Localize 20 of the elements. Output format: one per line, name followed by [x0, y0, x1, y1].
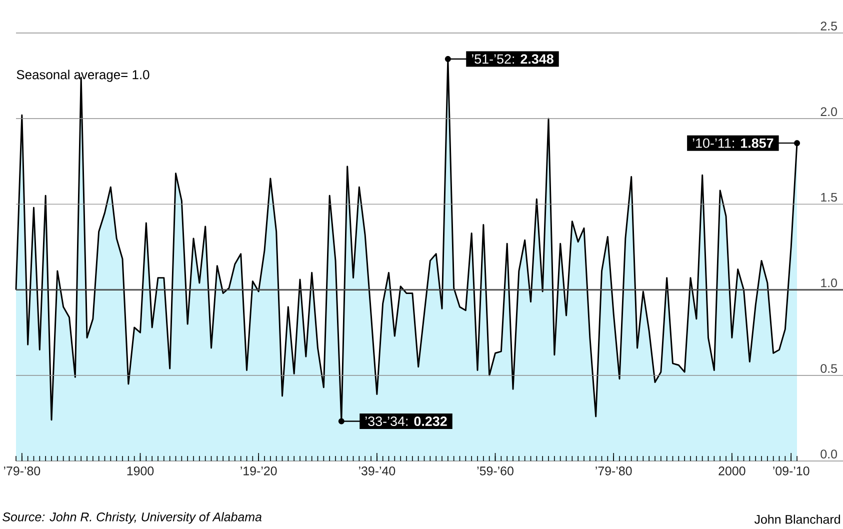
x-tick-label: ’79-’80	[4, 466, 40, 476]
ref-line-label: Seasonal average= 1.0	[16, 70, 150, 82]
y-tick-label: 0.0	[820, 450, 837, 458]
annotation: ’33-’34: 0.232	[365, 416, 447, 426]
annotation: ’10-’11: 1.857	[692, 138, 774, 148]
text: John Blanchard	[754, 514, 840, 524]
y-tick-label: 1.5	[821, 192, 837, 202]
y-tick-label: 2.0	[820, 107, 837, 116]
x-tick-label: 1900	[127, 466, 154, 476]
annotation: ’51-’52: 2.348	[472, 54, 554, 64]
y-tick-label: 2.5	[820, 22, 837, 30]
x-tick-label: ’19-’20	[240, 466, 277, 476]
y-tick-label: 0.5	[820, 364, 837, 373]
x-tick-label: ’79-’80	[596, 466, 632, 476]
x-tick-label: ’59-’60	[477, 466, 514, 476]
x-tick-label: 2000	[718, 466, 746, 476]
x-tick-label: ’09-’10	[773, 466, 810, 476]
x-tick-label: ’39-’40	[358, 466, 396, 476]
y-tick-label: 1.0	[821, 278, 837, 288]
source-note: Source: John R. Christy, University of Alabama	[2, 512, 262, 524]
